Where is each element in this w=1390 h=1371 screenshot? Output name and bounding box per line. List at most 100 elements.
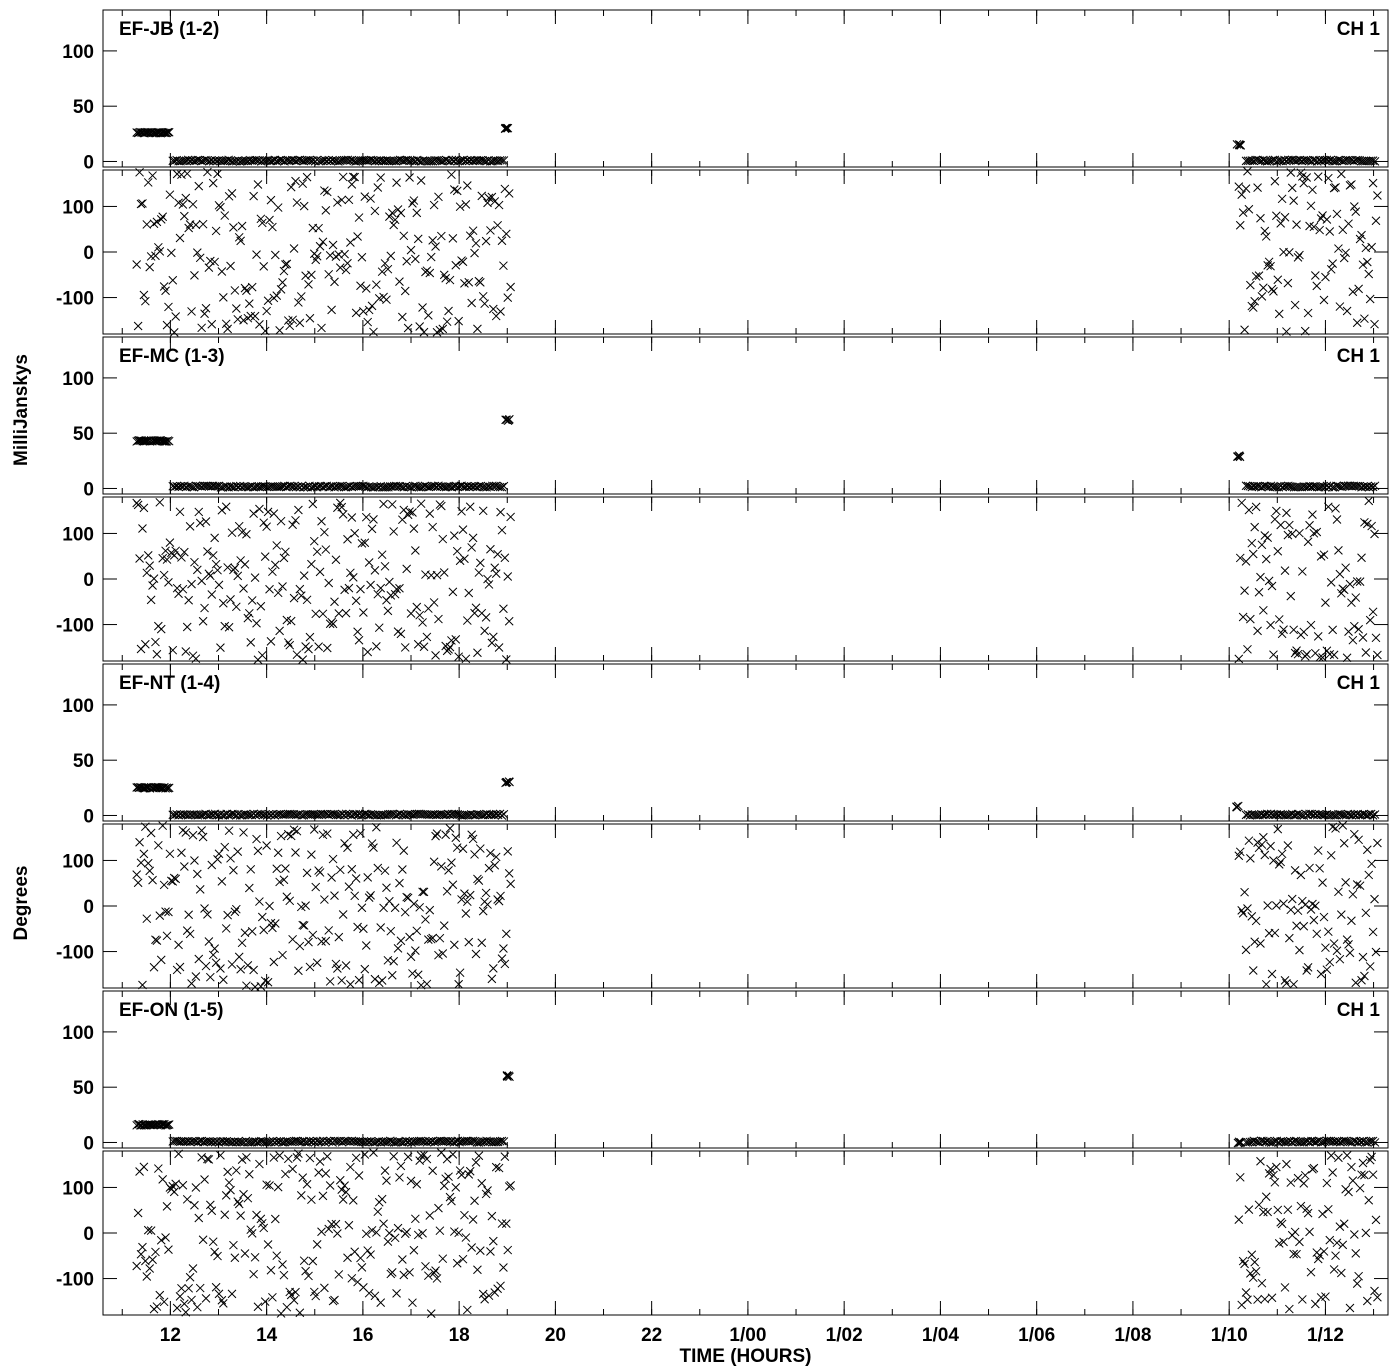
amplitude-tick-label: 100 — [62, 696, 94, 717]
phase-point — [243, 1193, 253, 1203]
phase-point — [468, 1215, 478, 1224]
phase-point — [1284, 933, 1294, 943]
phase-point — [1323, 173, 1333, 183]
phase-point — [484, 580, 494, 589]
phase-point — [226, 261, 235, 271]
phase-point — [182, 1194, 192, 1204]
phase-point — [359, 306, 368, 316]
phase-point — [465, 502, 475, 512]
phase-point — [395, 277, 404, 286]
phase-point — [142, 1272, 152, 1281]
phase-point — [302, 868, 312, 878]
phase-point — [1338, 821, 1348, 830]
amplitude-tick-label: 0 — [83, 806, 94, 827]
phase-point — [364, 893, 374, 903]
phase-point — [1370, 319, 1379, 329]
phase-point — [435, 325, 445, 335]
phase-point — [1280, 212, 1290, 222]
phase-point — [273, 588, 283, 598]
phase-point — [227, 528, 237, 538]
phase-point — [1348, 287, 1358, 297]
phase-point — [242, 529, 251, 539]
phase-point — [435, 1226, 445, 1236]
phase-point — [1235, 553, 1245, 563]
phase-point — [415, 1156, 425, 1165]
phase-point — [1305, 1227, 1314, 1237]
phase-point — [361, 284, 371, 293]
phase-point — [444, 1172, 453, 1182]
phase-point — [132, 260, 142, 269]
phase-point — [406, 245, 416, 255]
phase-point — [1257, 840, 1267, 849]
phase-point — [312, 251, 322, 261]
phase-point — [262, 306, 271, 316]
phase-point — [1237, 905, 1247, 915]
phase-point — [1312, 281, 1322, 291]
phase-point — [1246, 280, 1255, 290]
phase-point — [156, 624, 166, 634]
phase-point — [451, 260, 461, 270]
phase-point — [421, 915, 430, 924]
phase-point — [409, 196, 419, 205]
phase-point — [1365, 294, 1375, 304]
phase-point — [1235, 847, 1245, 857]
channel-label: CH 1 — [1337, 1000, 1381, 1021]
phase-point — [343, 1253, 352, 1263]
phase-point — [1296, 870, 1306, 880]
phase-point — [501, 229, 511, 239]
phase-point — [1319, 1247, 1329, 1256]
phase-point — [151, 637, 160, 647]
phase-point — [390, 1233, 400, 1243]
phase-point — [494, 1163, 504, 1173]
phase-point — [177, 170, 186, 180]
phase-point — [286, 182, 296, 192]
phase-point — [387, 1267, 397, 1277]
phase-point — [462, 181, 472, 190]
phase-point — [286, 831, 296, 841]
phase-point — [289, 244, 299, 253]
phase-point — [314, 642, 323, 651]
phase-point — [270, 560, 280, 570]
phase-point — [474, 568, 484, 577]
phase-point — [494, 896, 504, 906]
phase-point — [1248, 549, 1258, 559]
phase-point — [403, 1152, 413, 1162]
phase-point — [364, 1288, 374, 1298]
phase-point — [328, 619, 338, 629]
phase-point — [1292, 1249, 1301, 1259]
phase-point — [441, 1174, 451, 1184]
amplitude-point — [476, 1137, 486, 1147]
phase-point — [353, 922, 362, 932]
phase-point — [409, 1245, 419, 1255]
phase-point — [317, 937, 326, 946]
phase-point — [270, 250, 280, 260]
phase-point — [321, 936, 331, 946]
phase-point — [1299, 921, 1309, 931]
phase-point — [1336, 169, 1346, 179]
phase-point — [312, 1240, 322, 1249]
amplitude-point — [163, 127, 173, 137]
phase-point — [397, 865, 407, 874]
amplitude-point — [482, 1136, 491, 1146]
phase-point — [283, 1154, 293, 1164]
phase-point — [1300, 326, 1310, 336]
phase-point — [240, 283, 250, 293]
phase-point — [270, 1214, 280, 1224]
phase-point — [447, 1196, 456, 1206]
phase-point — [208, 551, 218, 560]
phase-point — [499, 261, 508, 271]
phase-point — [338, 510, 348, 519]
phase-point — [247, 1229, 257, 1238]
phase-point — [385, 1228, 394, 1238]
phase-point — [494, 643, 504, 652]
phase-point — [239, 584, 248, 593]
phase-point — [470, 608, 479, 618]
phase-point — [1243, 644, 1252, 654]
phase-point — [418, 303, 427, 312]
phase-point — [1358, 952, 1368, 962]
phase-point — [478, 291, 488, 301]
phase-point — [1316, 551, 1326, 561]
phase-point — [220, 211, 230, 220]
phase-point — [164, 907, 173, 917]
phase-point — [325, 251, 335, 260]
